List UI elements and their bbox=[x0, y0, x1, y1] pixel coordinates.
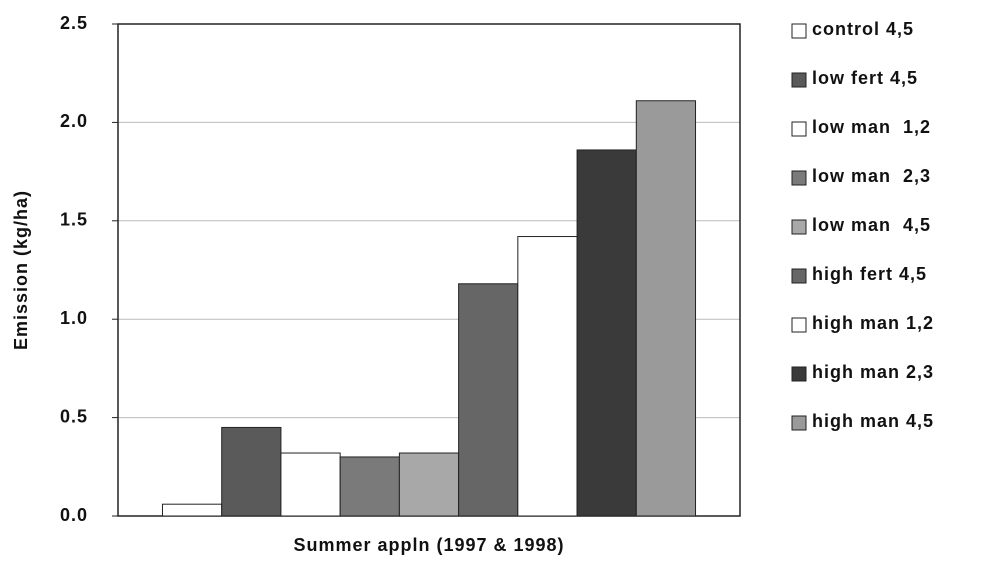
bar bbox=[458, 283, 519, 517]
legend-swatch bbox=[791, 23, 807, 39]
legend-swatch bbox=[791, 72, 807, 88]
legend-label: high man 4,5 bbox=[812, 411, 934, 431]
legend-swatch bbox=[791, 268, 807, 284]
legend-swatch bbox=[791, 366, 807, 382]
y-tick-label: 1.5 bbox=[60, 210, 88, 230]
legend-label: high man 1,2 bbox=[812, 313, 934, 333]
legend-swatch bbox=[791, 415, 807, 431]
legend-label: low man 4,5 bbox=[812, 215, 931, 235]
y-tick-label: 2.0 bbox=[60, 111, 88, 131]
bar bbox=[635, 100, 697, 517]
legend-swatch bbox=[791, 121, 807, 137]
bar bbox=[161, 503, 223, 517]
legend-swatch bbox=[791, 170, 807, 186]
y-tick-label: 2.5 bbox=[60, 13, 88, 33]
y-axis-label: Emission (kg/ha) bbox=[11, 190, 31, 350]
legend-label: control 4,5 bbox=[812, 19, 914, 39]
bar bbox=[221, 426, 282, 517]
y-tick-label: 1.0 bbox=[60, 308, 88, 328]
legend-label: high man 2,3 bbox=[812, 362, 934, 382]
bar bbox=[576, 149, 637, 517]
y-tick-label: 0.0 bbox=[60, 505, 88, 525]
legend-swatch bbox=[791, 219, 807, 235]
legend-swatch bbox=[791, 317, 807, 333]
bar bbox=[398, 452, 460, 517]
x-tick-label: Summer appln (1997 & 1998) bbox=[293, 535, 564, 555]
legend-label: low man 1,2 bbox=[812, 117, 931, 137]
legend-label: high fert 4,5 bbox=[812, 264, 927, 284]
bar bbox=[280, 452, 341, 517]
bar bbox=[339, 456, 400, 517]
bar bbox=[517, 236, 578, 517]
legend-label: low fert 4,5 bbox=[812, 68, 918, 88]
legend-label: low man 2,3 bbox=[812, 166, 931, 186]
y-tick-label: 0.5 bbox=[60, 406, 88, 426]
